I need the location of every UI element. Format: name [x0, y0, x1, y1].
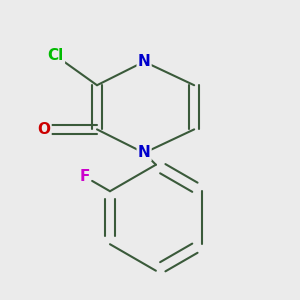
Text: N: N	[138, 146, 151, 160]
Text: O: O	[38, 122, 50, 137]
Text: F: F	[79, 169, 90, 184]
Text: Cl: Cl	[48, 48, 64, 63]
Text: N: N	[138, 54, 151, 69]
